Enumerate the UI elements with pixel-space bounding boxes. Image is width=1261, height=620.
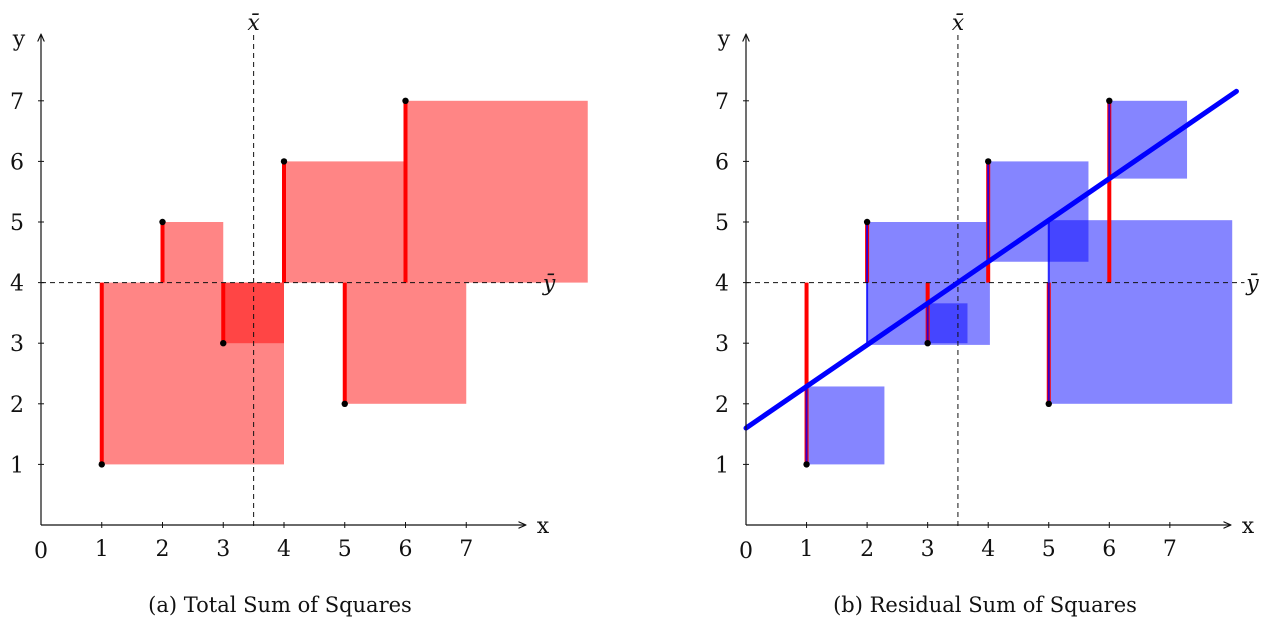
y-tick-label: 6 [715,150,729,175]
x-tick-label: 3 [216,537,230,562]
x-tick-label: 5 [338,537,352,562]
square-6 [1109,100,1188,179]
y-tick-label: 3 [10,332,24,357]
origin-label: 0 [739,539,753,564]
x-tick-label: 6 [399,537,413,562]
y-axis-label: y [12,27,26,52]
square-5 [1048,220,1233,404]
x-tick-label: 3 [921,537,935,562]
square-6 [405,100,588,283]
segments-group [99,100,408,465]
square-4 [988,161,1089,262]
data-point-1 [803,461,810,468]
y-mean-label: ȳ [542,272,556,297]
x-tick-label: 7 [459,537,473,562]
data-point-2 [863,218,871,226]
y-axis-label: y [717,27,731,52]
y-tick-label: 5 [715,211,729,236]
origin-label: 0 [34,539,48,564]
data-point-6 [1106,97,1113,105]
y-tick-label: 6 [10,150,24,175]
panel-residual-sum-of-squares: x̄ ȳ x y 0 1 2 3 4 5 6 7 1 2 3 4 5 6 7 (b) Residual Sum of … [715,11,1259,617]
chart-caption: (b) Residual Sum of Squares [833,593,1137,617]
y-tick-label: 2 [715,393,729,418]
y-mean-label: ȳ [1245,272,1259,297]
x-tick-label: 2 [156,537,170,562]
regression-line [743,88,1239,431]
y-tick-label: 2 [10,393,24,418]
x-tick-label: 6 [1102,537,1116,562]
data-point-2 [159,218,166,226]
data-point-1 [98,461,105,468]
square-4 [284,161,406,283]
x-tick-label: 1 [95,537,109,562]
y-tick-label: 1 [10,453,24,478]
x-tick-label: 2 [860,537,874,562]
squares-group [101,100,588,465]
data-point-4 [985,158,992,165]
x-mean-label: x̄ [247,11,260,36]
y-tick-label: 3 [715,332,729,357]
y-tick-label: 5 [10,211,24,236]
data-point-6 [402,97,409,105]
x-tick-label: 5 [1042,537,1056,562]
data-point-4 [280,158,288,165]
y-tick-label: 4 [10,272,24,297]
y-tick-label: 7 [715,90,729,115]
x-tick-label: 4 [981,537,995,562]
square-2 [162,222,224,283]
square-5 [344,282,467,404]
square-1 [806,386,885,465]
x-tick-label: 1 [800,537,814,562]
data-point-3 [220,340,227,347]
panel-total-sum-of-squares: x̄ ȳ x y 0 1 2 3 4 5 6 7 1 2 3 4 5 6 7 (a) Total Sum of Squ… [10,11,588,617]
x-mean-label: x̄ [952,11,965,36]
chart-caption: (a) Total Sum of Squares [148,593,412,617]
y-tick-label: 7 [10,90,24,115]
x-axis-label: x [537,514,550,539]
y-tick-label: 1 [715,453,729,478]
data-point-5 [341,400,348,407]
square-3 [927,303,968,344]
x-axis-label: x [1242,514,1255,539]
y-tick-label: 4 [715,272,729,297]
x-tick-label: 4 [277,537,291,562]
data-point-3 [924,340,931,347]
data-point-5 [1045,400,1052,407]
x-tick-label: 7 [1163,537,1177,562]
